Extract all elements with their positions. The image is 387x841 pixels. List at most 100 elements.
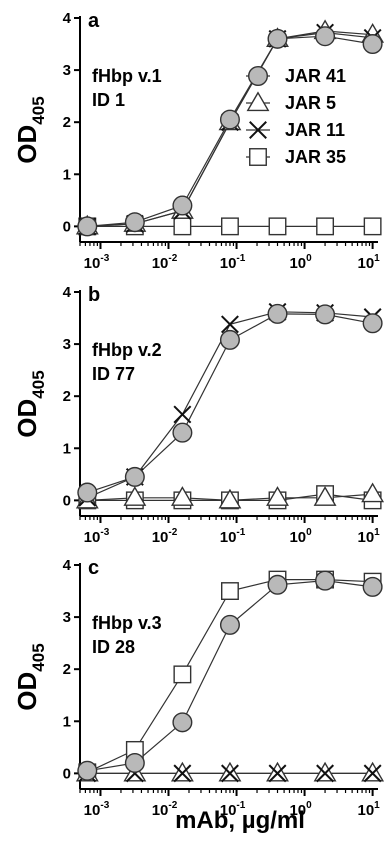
- data-point-square: [316, 217, 335, 236]
- panel-letter: a: [88, 10, 100, 32]
- x-tick-base: 10: [289, 255, 306, 272]
- x-tick-base: 10: [357, 529, 374, 546]
- series-markers-square: [78, 570, 382, 782]
- y-tick-label: 3: [63, 62, 71, 79]
- data-point-circle: [172, 422, 193, 443]
- y-tick-label: 1: [63, 440, 71, 457]
- x-tick-label: 101: [357, 527, 380, 546]
- x-tick-label: 10-1: [220, 253, 246, 272]
- y-tick-label: 4: [63, 284, 72, 301]
- y-tick-label: 0: [63, 218, 71, 235]
- data-point-cross: [316, 764, 335, 783]
- x-tick-label: 101: [357, 253, 380, 272]
- x-tick-base: 10: [220, 255, 237, 272]
- x-tick-exponent: -2: [168, 253, 177, 264]
- data-point-circle: [77, 760, 98, 781]
- data-point-cross: [173, 405, 192, 424]
- x-tick-base: 10: [220, 529, 237, 546]
- data-point-square: [221, 217, 239, 236]
- y-axis-label-subscript: 405: [29, 96, 48, 124]
- y-axis-label-subscript: 405: [29, 370, 48, 398]
- data-point-cross: [268, 764, 287, 783]
- y-tick-label: 1: [63, 166, 71, 183]
- x-tick-exponent: 1: [374, 800, 380, 811]
- y-tick-label: 2: [63, 661, 71, 678]
- data-point-circle: [315, 570, 336, 591]
- y-tick-label: 2: [63, 388, 71, 405]
- legend-label: JAR 5: [285, 93, 336, 113]
- data-point-triangle: [170, 486, 194, 506]
- y-tick-label: 3: [63, 336, 71, 353]
- data-point-circle: [247, 65, 268, 86]
- data-point-circle: [362, 34, 383, 55]
- x-tick-base: 10: [357, 255, 374, 272]
- y-tick-label: 0: [63, 765, 71, 782]
- data-point-square: [173, 217, 192, 236]
- data-point-circle: [172, 712, 193, 733]
- data-point-circle: [124, 752, 145, 773]
- legend: JAR 41 JAR 5 JAR 11 JAR 35: [246, 65, 346, 167]
- x-tick-exponent: 0: [306, 527, 312, 538]
- data-point-circle: [124, 466, 145, 487]
- data-point-circle: [315, 304, 336, 325]
- x-tick-base: 10: [357, 802, 374, 819]
- data-point-triangle: [313, 486, 337, 506]
- data-point-triangle: [246, 91, 270, 112]
- data-point-square: [363, 217, 382, 236]
- x-tick-exponent: -2: [168, 527, 177, 538]
- y-axis-label: OD405: [12, 643, 48, 710]
- data-point-circle: [219, 109, 240, 130]
- data-point-circle: [219, 614, 240, 635]
- y-tick-label: 2: [63, 114, 71, 131]
- x-tick-exponent: 1: [374, 527, 380, 538]
- panel-annotation: fHbp v.1: [92, 66, 162, 86]
- data-point-square: [173, 665, 192, 684]
- panel-annotation: fHbp v.3: [92, 613, 162, 633]
- y-axis-label-main: OD: [12, 672, 42, 711]
- x-tick-label: 10-1: [220, 527, 246, 546]
- data-point-triangle: [361, 482, 385, 503]
- panel-letter: c: [88, 557, 99, 579]
- y-tick-label: 0: [63, 492, 71, 509]
- x-tick-exponent: -2: [168, 800, 177, 811]
- x-tick-label: 100: [289, 527, 312, 546]
- data-point-circle: [315, 26, 336, 47]
- data-point-circle: [267, 28, 288, 49]
- x-tick-exponent: -1: [236, 527, 245, 538]
- data-point-cross: [220, 764, 239, 783]
- y-axis-label-subscript: 405: [29, 643, 48, 671]
- series-markers-circle: [77, 26, 383, 237]
- x-tick-label: 10-2: [152, 527, 178, 546]
- x-tick-exponent: -1: [236, 253, 245, 264]
- x-axis-label: mAb, µg/ml: [175, 807, 305, 834]
- y-axis-label: OD405: [12, 370, 48, 437]
- data-point-triangle: [266, 486, 289, 506]
- x-tick-exponent: -3: [100, 253, 109, 264]
- y-tick-label: 3: [63, 609, 71, 626]
- panel-annotation: fHbp v.2: [92, 340, 162, 360]
- panel-letter: b: [88, 284, 100, 306]
- legend-label: JAR 11: [285, 120, 345, 140]
- y-axis-label-main: OD: [12, 399, 42, 438]
- data-point-cross: [173, 764, 192, 783]
- x-tick-base: 10: [220, 802, 237, 819]
- x-tick-label: 10-1: [220, 800, 246, 819]
- x-tick-label: 10-3: [84, 253, 110, 272]
- x-tick-exponent: -1: [236, 800, 245, 811]
- data-point-cross: [220, 315, 239, 334]
- x-tick-base: 10: [152, 529, 169, 546]
- x-tick-base: 10: [152, 802, 169, 819]
- legend-label: JAR 41: [285, 66, 346, 86]
- x-tick-exponent: -3: [100, 800, 109, 811]
- x-tick-label: 10-3: [84, 800, 110, 819]
- x-tick-exponent: 1: [374, 253, 380, 264]
- series-markers-circle: [77, 570, 383, 781]
- x-tick-label: 10-3: [84, 527, 110, 546]
- data-point-triangle: [218, 488, 242, 509]
- data-point-circle: [362, 576, 383, 597]
- panel-annotation: ID 1: [92, 90, 125, 110]
- x-tick-exponent: 0: [306, 253, 312, 264]
